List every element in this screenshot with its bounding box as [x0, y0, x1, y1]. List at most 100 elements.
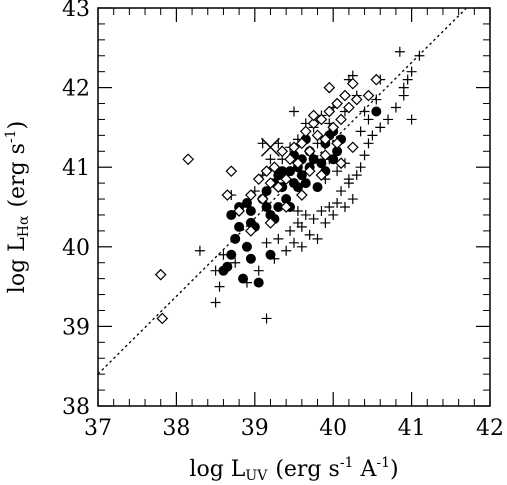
open-diamond-point: [315, 169, 328, 182]
open-diamond-point: [233, 205, 245, 217]
plus-point: [343, 174, 354, 185]
open-diamond-point: [335, 157, 347, 170]
filled-circle-point: [332, 146, 343, 157]
cross-point: [260, 137, 280, 157]
plus-point: [339, 202, 350, 212]
plus-point: [371, 94, 382, 105]
filled-circle-point: [238, 273, 249, 284]
y-axis-label-exp: -1: [3, 129, 19, 143]
filled-circle-point: [308, 154, 319, 165]
open-diamond-point: [256, 193, 269, 205]
plus-point: [230, 257, 241, 268]
open-diamond-point: [221, 189, 234, 201]
x-tick-label: 42: [476, 416, 504, 441]
open-diamond-point: [350, 93, 363, 106]
axis-ticks: [97, 7, 491, 407]
open-diamond-point: [362, 89, 375, 102]
open-diamond-point: [327, 121, 340, 134]
plus-point: [210, 265, 221, 276]
y-axis-label-end: ): [5, 121, 30, 130]
open-diamond-point: [323, 81, 336, 94]
open-diamond-point: [299, 125, 312, 138]
plus-point: [414, 50, 425, 61]
plus-point: [363, 114, 374, 125]
plus-point: [402, 74, 413, 85]
y-tick-label: 39: [62, 315, 90, 340]
filled-circle-point: [226, 249, 237, 260]
plus-point: [367, 130, 378, 141]
filled-circle-point: [312, 182, 323, 193]
filled-circle-point: [261, 202, 272, 212]
plus-point: [292, 205, 303, 216]
plus-point: [269, 253, 280, 264]
plus-point: [363, 138, 374, 149]
plus-point: [194, 245, 205, 256]
plus-point: [296, 221, 307, 232]
open-diamond-point: [307, 109, 320, 122]
x-axis-label-mid: A: [353, 457, 377, 482]
plus-point: [300, 209, 311, 220]
open-diamond-point: [307, 117, 320, 130]
filled-circle-point: [226, 209, 237, 220]
y-axis-label-units: (erg s: [5, 143, 30, 208]
plus-point: [359, 150, 370, 161]
plus-point: [328, 209, 339, 220]
open-diamond-point: [272, 181, 285, 193]
plus-point: [359, 106, 370, 117]
plus-point: [316, 205, 327, 216]
open-diamond-point: [284, 153, 296, 166]
filled-circle-point: [300, 178, 311, 189]
plus-point: [383, 114, 394, 125]
plus-point: [289, 106, 299, 117]
open-diamond-point: [331, 97, 343, 110]
plus-point: [285, 225, 296, 236]
data-markers: [154, 46, 425, 325]
filled-circle-point: [234, 221, 245, 232]
filled-circle-point: [285, 166, 296, 177]
open-diamond-point: [319, 133, 332, 146]
x-axis-label: log LUV (erg s-1 A-1): [189, 455, 398, 484]
open-diamond-point: [276, 145, 289, 158]
x-axis-label-sub: UV: [245, 468, 268, 484]
filled-circle-point: [296, 170, 307, 181]
y-tick-label: 38: [62, 395, 90, 420]
plus-point: [375, 122, 386, 133]
plus-point: [273, 233, 284, 244]
open-diamond-point: [225, 165, 238, 178]
filled-circle-point: [245, 205, 256, 216]
open-diamond-point: [280, 201, 293, 213]
plus-point: [320, 217, 331, 228]
plus-point: [218, 249, 229, 260]
y-tick-label: 43: [62, 0, 90, 22]
plus-point: [304, 229, 315, 240]
plus-point: [324, 202, 335, 212]
open-diamond-point: [280, 173, 293, 185]
x-tick-label: 38: [162, 416, 190, 441]
open-diamond-point: [331, 137, 343, 150]
plus-point: [281, 245, 292, 256]
x-tick-label: 40: [319, 416, 347, 441]
open-diamond-point: [370, 73, 383, 86]
plus-point: [406, 114, 417, 125]
plus-point: [261, 237, 272, 248]
open-diamond-point: [315, 113, 328, 126]
y-axis-label-sub: Hα: [16, 215, 32, 237]
open-diamond-point: [323, 105, 336, 118]
open-diamond-point: [156, 312, 169, 325]
filled-circle-point: [222, 261, 233, 272]
open-diamond-point: [154, 268, 167, 281]
open-diamond-point: [288, 141, 300, 154]
plus-point: [390, 102, 401, 113]
open-diamond-point: [295, 189, 308, 201]
open-diamond-point: [346, 141, 359, 154]
plus-point: [296, 241, 307, 252]
y-tick-label: 42: [62, 77, 90, 102]
plus-point: [351, 170, 362, 181]
y-tick-label: 40: [62, 236, 90, 261]
plus-point: [398, 82, 409, 93]
open-diamond-point: [303, 145, 316, 158]
y-axis-label: log LHα (erg s-1): [3, 121, 32, 293]
open-diamond-point: [346, 77, 359, 90]
plus-point: [265, 154, 276, 165]
